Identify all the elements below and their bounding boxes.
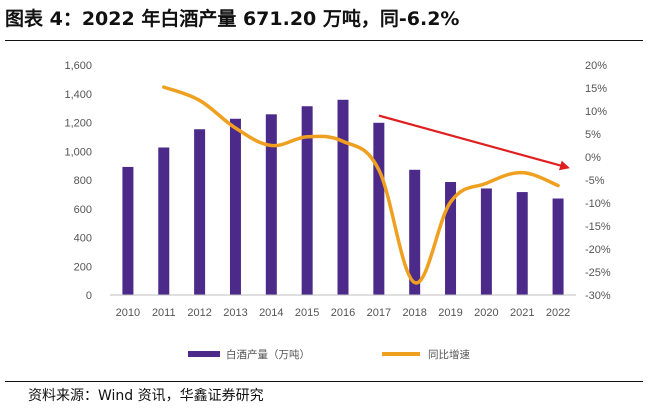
source-divider <box>5 381 643 382</box>
bar-2012 <box>194 129 206 295</box>
legend: 白酒产量（万吨） 同比增速 <box>188 348 470 361</box>
chart-area: 0 200 400 600 800 1,000 1,200 1,400 1,600 -30% -2… <box>64 60 611 361</box>
legend-bar-swatch <box>188 351 220 357</box>
bar-2013 <box>229 118 241 295</box>
source-note: 资料来源：Wind 资讯，华鑫证券研究 <box>28 388 264 404</box>
right-tick-label: 15% <box>585 83 607 95</box>
x-tick-label: 2016 <box>331 307 355 319</box>
bar-2010 <box>122 166 134 295</box>
x-tick-label: 2021 <box>510 307 534 319</box>
legend-line-label: 同比增速 <box>428 348 470 361</box>
left-tick-label: 1,400 <box>64 89 92 101</box>
right-tick-label: 0% <box>585 152 601 164</box>
chart-title: 图表 4：2022 年白酒产量 671.20 万吨，同-6.2% <box>5 8 460 30</box>
left-tick-label: 600 <box>74 204 92 216</box>
x-tick-label: 2020 <box>474 307 498 319</box>
left-tick-label: 1,000 <box>64 146 92 158</box>
left-tick-label: 800 <box>74 175 92 187</box>
x-tick-label: 2017 <box>367 307 391 319</box>
left-tick-label: 400 <box>74 233 92 245</box>
trend-arrow <box>378 114 570 171</box>
right-tick-label: -10% <box>585 198 611 210</box>
right-tick-label: -25% <box>585 267 611 279</box>
bar-2018 <box>409 169 421 295</box>
x-tick-label: 2018 <box>402 307 426 319</box>
bar-2011 <box>158 147 170 295</box>
x-axis: 2010 2011 2012 2013 2014 2015 2016 2017 2018 2019… <box>116 307 571 319</box>
x-tick-label: 2022 <box>546 307 570 319</box>
title-underline <box>5 40 643 41</box>
right-tick-label: -15% <box>585 221 611 233</box>
bar-2019 <box>445 182 457 295</box>
bar-2016 <box>337 99 349 295</box>
right-tick-label: 20% <box>585 60 607 72</box>
left-tick-label: 0 <box>86 290 92 302</box>
left-tick-label: 200 <box>74 261 92 273</box>
x-tick-label: 2019 <box>438 307 462 319</box>
bar-2021 <box>516 192 528 295</box>
x-tick-label: 2012 <box>187 307 211 319</box>
bar-2020 <box>480 188 492 295</box>
x-tick-label: 2013 <box>223 307 247 319</box>
bar-2017 <box>373 122 385 295</box>
bar-2014 <box>265 114 277 296</box>
right-tick-label: -5% <box>585 175 605 187</box>
right-tick-label: 5% <box>585 129 601 141</box>
right-tick-label: 10% <box>585 106 607 118</box>
right-tick-label: -20% <box>585 244 611 256</box>
x-tick-label: 2014 <box>259 307 283 319</box>
bar-2022 <box>552 198 564 295</box>
right-y-axis: -30% -25% -20% -15% -10% -5% 0% 5% 10% 15% 20% <box>585 60 611 302</box>
bar-2015 <box>301 106 313 295</box>
x-tick-label: 2010 <box>116 307 140 319</box>
left-tick-label: 1,600 <box>64 60 92 72</box>
x-tick-label: 2015 <box>295 307 319 319</box>
left-y-axis: 0 200 400 600 800 1,000 1,200 1,400 1,600 <box>64 60 92 302</box>
x-tick-label: 2011 <box>152 307 176 319</box>
growth-line-series <box>162 85 560 285</box>
right-tick-label: -30% <box>585 290 611 302</box>
left-tick-label: 1,200 <box>64 118 92 130</box>
legend-bar-label: 白酒产量（万吨） <box>226 348 310 361</box>
bar-series <box>122 99 564 296</box>
